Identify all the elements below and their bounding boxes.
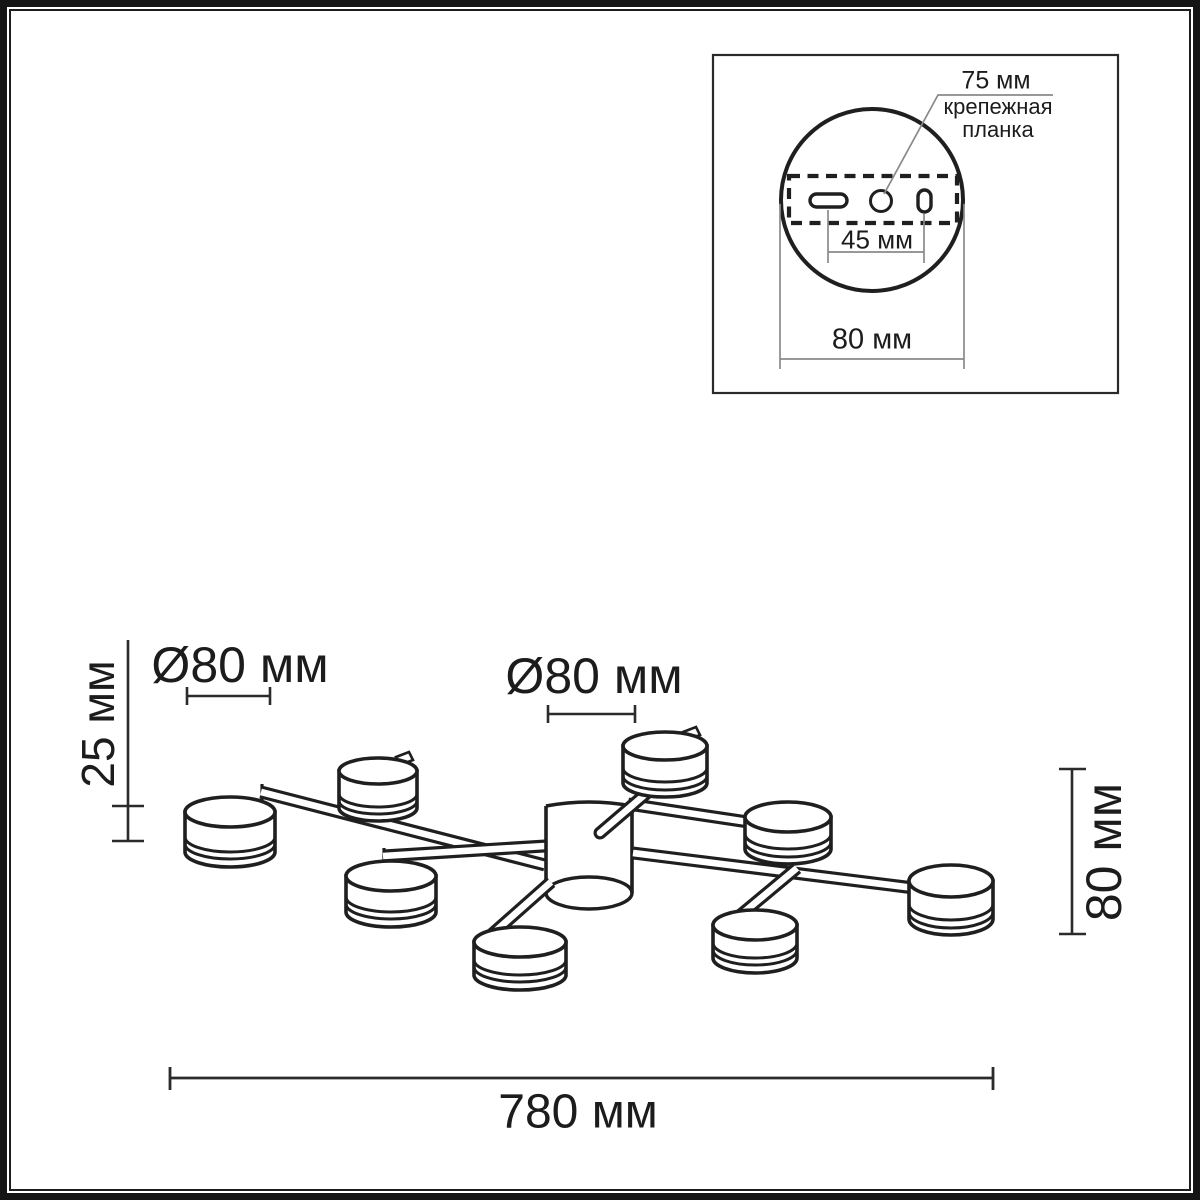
lamp-head-bottom-center-left bbox=[472, 925, 568, 992]
rail-right-lower bbox=[632, 846, 915, 895]
inset-box bbox=[711, 53, 1120, 395]
mounting-slot-right bbox=[916, 188, 933, 214]
inset-mounting-plate-label: крепежная планка bbox=[918, 95, 1078, 141]
inset-slot-spacing-label: 45 мм bbox=[841, 224, 913, 255]
inset-mounting-plate-label-line1: крепежная bbox=[943, 94, 1053, 119]
leader-line bbox=[883, 94, 1053, 195]
head-height-label: 25 мм bbox=[72, 660, 124, 788]
inset-screw-hole-label: 75 мм bbox=[961, 66, 1031, 95]
mounting-slot-left bbox=[808, 192, 849, 209]
dim-80mm-canopy-lines bbox=[779, 204, 965, 369]
dim-45mm-lines bbox=[827, 210, 925, 263]
inset-mounting-plate-label-line2: планка bbox=[962, 117, 1034, 142]
lamp-head-far-right bbox=[907, 863, 995, 937]
fixture-length-label: 780 мм bbox=[498, 1085, 658, 1139]
dim-d80-left-lines bbox=[185, 687, 272, 705]
dim-25mm-lines bbox=[112, 640, 144, 843]
dim-80mm-height-lines bbox=[1059, 767, 1086, 936]
hub-diameter-label: Ø80 мм bbox=[505, 648, 683, 704]
rail-right-upper bbox=[627, 797, 749, 829]
lamp-assembly bbox=[183, 725, 995, 992]
lamp-head-top-center bbox=[621, 725, 709, 799]
lamp-head-mid-right bbox=[743, 800, 833, 866]
dim-780mm-lines bbox=[168, 1067, 995, 1090]
fixture-height-label: 80 мм bbox=[1076, 782, 1132, 922]
lamp-head-upper-left bbox=[337, 750, 419, 823]
dim-d80-center-lines bbox=[546, 705, 637, 723]
head-diameter-label-left: Ø80 мм bbox=[151, 637, 329, 693]
lamp-head-lower-left bbox=[344, 859, 438, 929]
lamp-head-bottom-center-right bbox=[711, 908, 799, 975]
mounting-plate-dashed-rect bbox=[786, 173, 960, 226]
screw-hole bbox=[869, 189, 893, 213]
inset-canopy-diameter-label: 80 мм bbox=[831, 323, 913, 356]
inset-canopy-view bbox=[711, 53, 1120, 395]
lamp-head-far-left bbox=[183, 795, 277, 869]
